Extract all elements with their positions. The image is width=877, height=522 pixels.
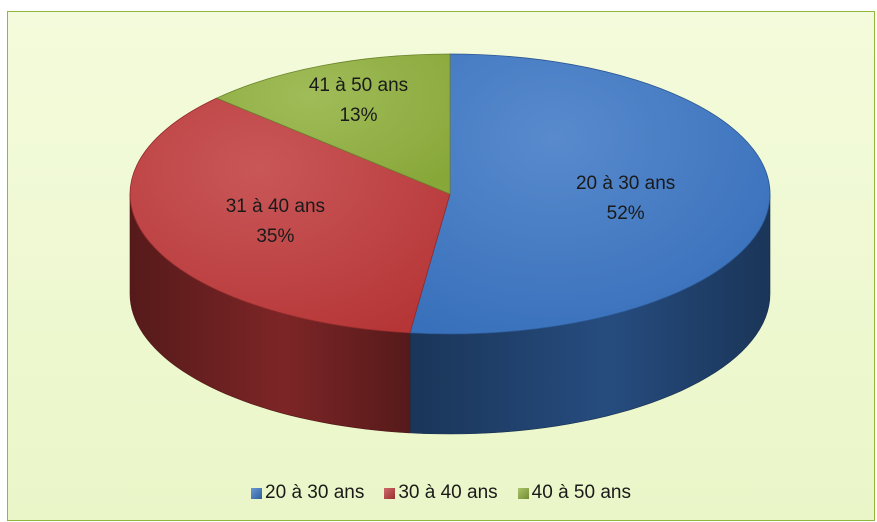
pie-slice-1	[129, 97, 451, 334]
legend: 20 à 30 ans 30 à 40 ans 40 à 50 ans	[8, 482, 874, 504]
legend-swatch	[517, 487, 529, 499]
slice-label-1: 31 à 40 ans 35%	[226, 192, 325, 252]
slice-value: 13%	[339, 105, 378, 127]
pie-chart	[129, 53, 771, 435]
legend-swatch	[251, 487, 263, 499]
legend-label: 30 à 40 ans	[398, 482, 498, 503]
slice-name: 31 à 40 ans	[225, 195, 326, 217]
slice-value: 35%	[256, 225, 295, 247]
slice-name: 20 à 30 ans	[575, 172, 676, 194]
chart-area: 20 à 30 ans 52% 31 à 40 ans 35% 41 à 50 ans 1…	[7, 11, 875, 521]
legend-item-0: 20 à 30 ans	[251, 482, 364, 504]
legend-label: 20 à 30 ans	[265, 482, 365, 503]
slice-value: 52%	[606, 202, 645, 224]
pie-slice-2	[215, 53, 451, 195]
legend-item-2: 40 à 50 ans	[517, 482, 631, 504]
legend-item-1: 30 à 40 ans	[384, 482, 498, 504]
legend-label: 40 à 50 ans	[531, 482, 631, 503]
legend-swatch	[384, 487, 396, 499]
slice-name: 41 à 50 ans	[308, 75, 409, 97]
slice-label-0: 20 à 30 ans 52%	[576, 169, 675, 229]
slice-label-2: 41 à 50 ans 13%	[309, 71, 408, 131]
pie-slice-0	[409, 53, 771, 335]
